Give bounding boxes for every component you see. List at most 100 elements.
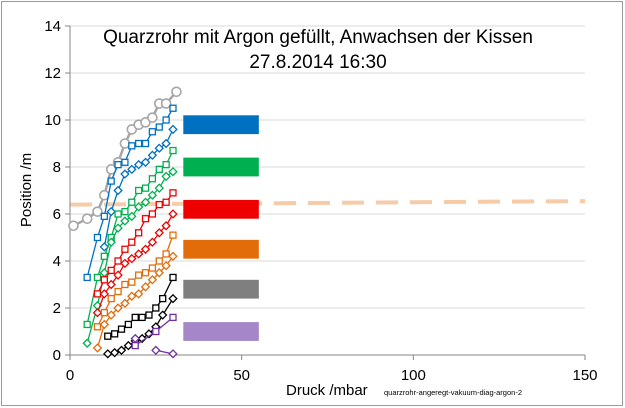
data-point <box>147 112 158 123</box>
axes <box>65 25 586 360</box>
data-point <box>168 209 178 219</box>
data-point <box>135 229 143 237</box>
data-point <box>116 345 127 356</box>
data-point <box>151 345 161 356</box>
data-point <box>114 160 122 169</box>
data-point <box>114 287 122 296</box>
data-point <box>119 138 131 149</box>
data-point <box>140 157 151 168</box>
data-point <box>99 289 110 299</box>
data-point <box>135 139 143 148</box>
series <box>99 124 178 252</box>
data-point <box>169 104 177 112</box>
x-tick-label: 0 <box>66 367 74 384</box>
data-point <box>171 86 182 98</box>
legend-swatch <box>183 239 259 259</box>
data-point <box>113 185 123 196</box>
data-point <box>154 228 164 238</box>
data-point <box>159 294 167 303</box>
data-point <box>117 325 126 333</box>
y-tick-label: 8 <box>53 159 61 176</box>
data-point <box>168 293 178 304</box>
data-point <box>169 313 177 322</box>
data-point <box>93 273 102 282</box>
data-point <box>154 143 164 153</box>
data-point <box>121 207 129 216</box>
data-point <box>141 215 150 223</box>
data-point <box>169 231 177 239</box>
data-point <box>169 189 177 197</box>
data-point <box>148 128 157 136</box>
data-point <box>141 139 150 148</box>
data-point <box>147 237 158 247</box>
series <box>93 231 177 331</box>
data-point <box>131 341 139 350</box>
series <box>83 104 177 282</box>
data-point <box>148 175 157 183</box>
data-point <box>133 289 144 299</box>
data-point <box>161 138 171 149</box>
data-point <box>141 184 150 192</box>
data-point <box>128 198 136 206</box>
data-point <box>81 213 93 224</box>
chart-title-line1: Quarzrohr mit Argon gefüllt, Anwachsen d… <box>103 27 533 48</box>
data-point <box>82 338 92 348</box>
data-point <box>161 221 171 231</box>
data-point <box>99 242 110 252</box>
data-point <box>141 269 150 277</box>
data-point <box>140 282 151 292</box>
data-point <box>140 197 151 207</box>
data-point <box>123 340 134 351</box>
y-axis-label: Position /m <box>18 153 35 227</box>
data-point <box>113 303 123 313</box>
data-point <box>100 252 108 260</box>
data-point <box>152 327 160 336</box>
data-point <box>169 146 177 155</box>
data-point <box>100 212 108 221</box>
data-point <box>120 298 130 309</box>
series <box>151 345 178 359</box>
data-point <box>121 280 129 289</box>
x-tick-label: 50 <box>233 367 250 384</box>
series <box>92 251 178 353</box>
data-point <box>107 266 115 275</box>
data-point <box>106 206 116 217</box>
data-point <box>106 237 116 247</box>
data-point <box>131 313 139 322</box>
data-point <box>169 273 177 282</box>
data-point <box>154 268 164 278</box>
legend-swatch <box>183 279 259 299</box>
data-point <box>106 279 116 290</box>
series <box>104 273 177 340</box>
data-point <box>68 220 79 232</box>
y-tick-label: 12 <box>44 65 61 82</box>
data-point <box>135 186 143 195</box>
legend-swatch <box>183 115 259 135</box>
data-point <box>92 206 103 217</box>
data-point <box>110 330 119 338</box>
x-axis-label: Druck /mbar <box>286 382 368 399</box>
data-point <box>127 253 137 264</box>
data-point <box>138 313 146 322</box>
data-point <box>109 347 120 358</box>
data-point <box>83 320 91 329</box>
data-point <box>157 310 168 320</box>
x-tick-label: 150 <box>572 367 597 384</box>
data-point <box>92 307 103 318</box>
data-point <box>155 165 163 174</box>
data-point <box>145 311 153 319</box>
y-tick-label: 2 <box>53 300 61 317</box>
data-point <box>147 190 158 200</box>
y-tick-label: 10 <box>44 112 61 129</box>
data-point <box>128 142 136 150</box>
data-point <box>93 323 102 331</box>
y-tick-label: 6 <box>53 206 61 223</box>
data-point <box>127 291 137 301</box>
data-point <box>155 200 163 209</box>
data-point <box>162 250 170 258</box>
data-point <box>152 304 160 312</box>
data-point <box>103 349 113 359</box>
series <box>68 86 182 232</box>
legend-swatch <box>183 199 259 219</box>
